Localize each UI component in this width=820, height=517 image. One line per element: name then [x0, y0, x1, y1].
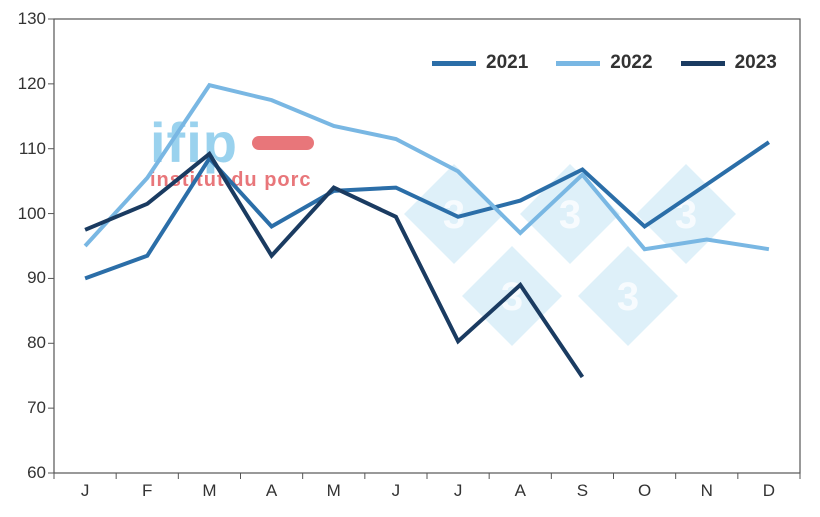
- chart-svg: 33333: [0, 0, 820, 517]
- y-tick-label: 100: [10, 204, 46, 224]
- y-tick-label: 70: [10, 398, 46, 418]
- x-tick-label: O: [620, 481, 670, 501]
- y-tick-label: 90: [10, 268, 46, 288]
- svg-text:3: 3: [617, 275, 639, 319]
- x-tick-label: D: [744, 481, 794, 501]
- legend-swatch: [556, 61, 600, 66]
- x-tick-label: J: [60, 481, 110, 501]
- y-tick-label: 120: [10, 74, 46, 94]
- x-tick-label: A: [247, 481, 297, 501]
- x-tick-label: F: [122, 481, 172, 501]
- legend-item: 2022: [556, 52, 652, 74]
- y-tick-label: 130: [10, 9, 46, 29]
- y-tick-label: 60: [10, 463, 46, 483]
- legend-label: 2022: [610, 52, 652, 74]
- x-tick-label: J: [433, 481, 483, 501]
- x-tick-label: A: [495, 481, 545, 501]
- svg-text:3: 3: [559, 193, 581, 237]
- x-tick-label: S: [557, 481, 607, 501]
- legend-label: 2023: [735, 52, 777, 74]
- y-tick-label: 110: [10, 139, 46, 159]
- x-tick-label: M: [309, 481, 359, 501]
- x-tick-label: N: [682, 481, 732, 501]
- y-tick-label: 80: [10, 333, 46, 353]
- legend-item: 2023: [681, 52, 777, 74]
- legend-swatch: [432, 61, 476, 66]
- line-chart: ifip institut du porc 33333 202120222023…: [0, 0, 820, 517]
- x-tick-label: M: [184, 481, 234, 501]
- legend-swatch: [681, 61, 725, 66]
- legend-item: 2021: [432, 52, 528, 74]
- legend: 2021 2022 2023: [432, 52, 777, 74]
- legend-label: 2021: [486, 52, 528, 74]
- x-tick-label: J: [371, 481, 421, 501]
